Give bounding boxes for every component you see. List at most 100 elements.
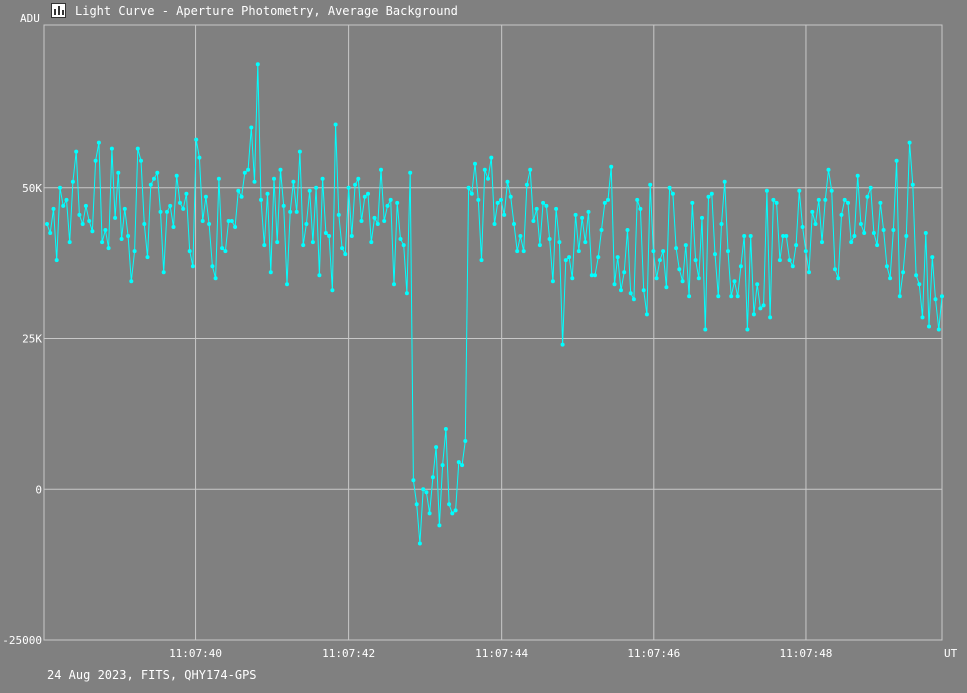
data-point: [64, 197, 69, 202]
data-point: [61, 203, 66, 208]
data-point: [833, 267, 837, 272]
data-point: [923, 231, 928, 235]
data-point: [865, 194, 870, 199]
data-point: [58, 185, 62, 190]
data-point: [771, 197, 776, 202]
x-tick-label: 11:07:40: [169, 647, 222, 660]
data-point: [229, 219, 234, 223]
data-point: [285, 282, 289, 287]
data-point: [628, 291, 633, 296]
data-point: [560, 342, 565, 347]
data-point: [820, 240, 824, 245]
data-point: [246, 167, 251, 172]
data-point: [784, 234, 789, 238]
data-point: [745, 327, 750, 332]
data-point: [719, 222, 724, 226]
data-point: [499, 197, 503, 202]
data-point: [787, 258, 792, 263]
data-point: [524, 182, 529, 187]
data-point: [346, 185, 351, 190]
series-points: [45, 62, 944, 546]
data-point: [687, 294, 692, 299]
data-point: [333, 122, 338, 127]
data-point: [884, 264, 889, 269]
data-point: [794, 243, 799, 248]
data-point: [45, 222, 49, 226]
data-point: [93, 158, 98, 163]
data-point: [113, 215, 118, 220]
data-point: [693, 258, 698, 263]
data-point: [735, 294, 740, 299]
data-point: [599, 228, 604, 232]
data-point: [67, 240, 72, 245]
data-point: [528, 167, 533, 172]
data-point: [109, 146, 114, 151]
data-point: [168, 203, 173, 208]
data-point: [486, 176, 490, 181]
data-point: [781, 234, 786, 238]
data-point: [80, 222, 85, 226]
data-point: [790, 264, 795, 269]
data-point: [661, 249, 666, 254]
x-tick-label: 11:07:46: [627, 647, 680, 660]
data-point: [437, 523, 442, 528]
x-tick-label: 11:07:48: [779, 647, 832, 660]
data-point: [213, 276, 218, 281]
data-point: [288, 209, 293, 214]
data-point: [554, 206, 559, 211]
window-title: Light Curve - Aperture Photometry, Avera…: [75, 4, 458, 18]
data-point: [768, 315, 773, 320]
data-point: [469, 191, 474, 196]
data-point: [596, 255, 601, 260]
data-point: [580, 215, 585, 220]
data-point: [158, 209, 163, 214]
plot-area: [43, 24, 943, 641]
data-point: [622, 270, 627, 275]
data-point: [651, 249, 656, 254]
data-point: [894, 158, 899, 163]
data-point: [203, 194, 208, 199]
data-point: [563, 258, 568, 263]
data-point: [148, 182, 153, 187]
data-point: [96, 140, 101, 145]
data-point: [846, 200, 850, 205]
data-point: [758, 306, 763, 311]
data-point: [612, 282, 617, 287]
data-point: [122, 206, 127, 211]
data-point: [729, 294, 734, 299]
data-point: [690, 200, 695, 205]
data-point: [174, 173, 179, 178]
data-point: [586, 209, 591, 214]
y-axis-ticks: 50K 25K 0 -25000: [2, 182, 42, 647]
data-point: [401, 243, 406, 248]
data-point: [265, 191, 270, 196]
data-point: [855, 173, 860, 178]
data-point: [430, 475, 435, 480]
data-point: [139, 158, 143, 163]
data-point: [187, 249, 192, 254]
title-bar: Light Curve - Aperture Photometry, Avera…: [0, 0, 967, 24]
data-point: [742, 234, 747, 238]
data-point: [541, 200, 546, 205]
data-point: [473, 161, 477, 166]
data-point: [385, 203, 390, 208]
data-point: [106, 246, 111, 251]
data-point: [777, 258, 782, 263]
data-point: [262, 243, 267, 248]
data-point: [366, 191, 370, 196]
data-point: [255, 62, 260, 67]
data-point: [259, 197, 263, 202]
data-point: [388, 197, 393, 202]
data-point: [411, 478, 416, 483]
data-point: [323, 231, 328, 235]
data-point: [427, 511, 432, 516]
data-point: [54, 258, 59, 263]
light-curve-icon[interactable]: [51, 3, 66, 18]
data-point: [119, 237, 124, 241]
data-point: [353, 182, 358, 187]
data-point: [155, 170, 160, 175]
data-point: [836, 276, 841, 281]
data-point: [670, 191, 675, 196]
y-axis-label: ADU: [20, 12, 40, 25]
data-point: [839, 212, 844, 217]
